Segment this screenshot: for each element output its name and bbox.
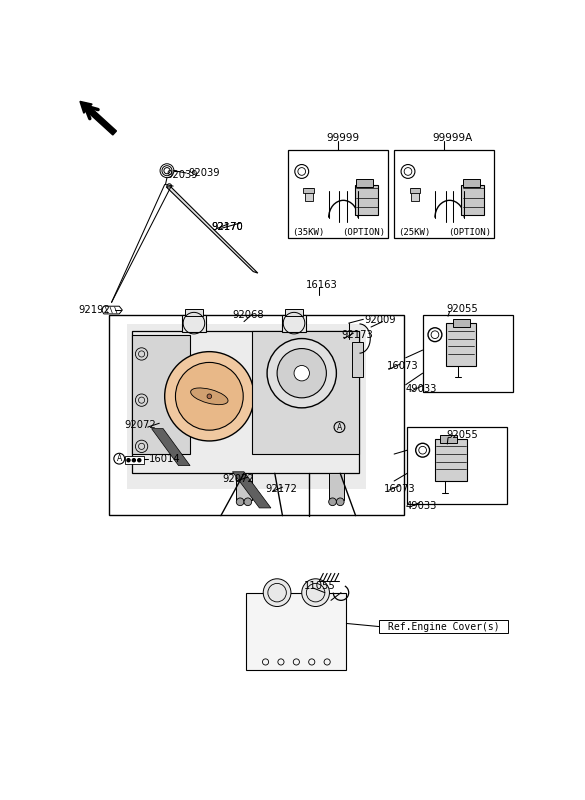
Polygon shape — [166, 187, 258, 273]
Text: Ref.Engine Cover(s): Ref.Engine Cover(s) — [388, 622, 499, 631]
Bar — [127, 324, 366, 490]
Bar — [246, 593, 346, 670]
Text: 49033: 49033 — [405, 384, 437, 394]
Text: 92072: 92072 — [222, 474, 254, 485]
Circle shape — [137, 458, 141, 462]
Bar — [185, 309, 203, 316]
Bar — [441, 435, 457, 442]
Text: 92072: 92072 — [125, 420, 156, 430]
Circle shape — [244, 498, 252, 506]
Text: 92009: 92009 — [364, 315, 395, 325]
Text: 11055: 11055 — [304, 581, 336, 590]
Text: 16073: 16073 — [387, 362, 418, 371]
Bar — [132, 334, 190, 454]
Bar — [285, 309, 303, 316]
Bar — [394, 150, 494, 238]
Circle shape — [336, 498, 344, 506]
Bar — [352, 342, 363, 377]
Bar — [461, 186, 484, 214]
Bar — [422, 314, 514, 392]
Text: 16163: 16163 — [305, 280, 338, 290]
Bar — [453, 319, 470, 327]
Bar — [282, 314, 307, 332]
Text: 16073: 16073 — [384, 484, 416, 494]
Circle shape — [277, 349, 326, 398]
FancyArrow shape — [80, 102, 116, 135]
Bar — [407, 427, 507, 504]
Polygon shape — [232, 472, 271, 508]
Bar — [329, 474, 344, 500]
Text: (OPTION): (OPTION) — [448, 228, 491, 237]
Bar — [303, 188, 314, 193]
Bar — [125, 456, 144, 464]
Circle shape — [267, 338, 336, 408]
Text: A: A — [116, 454, 122, 463]
Text: 16014: 16014 — [149, 454, 181, 465]
Text: 92170: 92170 — [212, 222, 243, 232]
Text: 92039: 92039 — [188, 168, 220, 178]
Polygon shape — [132, 331, 360, 474]
Bar — [410, 188, 420, 193]
Polygon shape — [152, 429, 190, 466]
Bar — [446, 323, 476, 366]
Circle shape — [165, 352, 254, 441]
Text: (OPTION): (OPTION) — [342, 228, 385, 237]
Text: 92170: 92170 — [212, 222, 243, 232]
Bar — [411, 188, 419, 202]
Circle shape — [263, 578, 291, 606]
Bar — [181, 314, 207, 332]
Bar — [435, 438, 467, 481]
Text: 99999: 99999 — [326, 133, 360, 142]
Text: 92173: 92173 — [342, 330, 374, 341]
Bar — [288, 150, 388, 238]
Circle shape — [132, 458, 135, 462]
Bar — [463, 179, 480, 187]
Text: 92192: 92192 — [78, 305, 111, 315]
Text: 99999A: 99999A — [433, 133, 473, 142]
Circle shape — [127, 458, 130, 462]
Bar — [356, 179, 373, 187]
Text: (25KW): (25KW) — [398, 228, 430, 237]
Text: 49033: 49033 — [405, 502, 437, 511]
Circle shape — [329, 498, 336, 506]
Circle shape — [302, 578, 329, 606]
Circle shape — [207, 394, 212, 398]
Bar — [109, 314, 404, 515]
Bar — [355, 186, 378, 214]
Text: 92055: 92055 — [446, 430, 479, 440]
Text: A: A — [337, 422, 342, 432]
Circle shape — [294, 366, 309, 381]
Text: 92172: 92172 — [266, 484, 297, 494]
Text: 92055: 92055 — [446, 303, 479, 314]
Bar — [252, 331, 360, 454]
Circle shape — [236, 498, 244, 506]
Text: 92068: 92068 — [232, 310, 264, 321]
Text: 92039: 92039 — [166, 170, 198, 179]
Bar — [305, 188, 312, 202]
Text: (35KW): (35KW) — [292, 228, 324, 237]
Bar — [236, 474, 252, 500]
Polygon shape — [102, 306, 122, 314]
Ellipse shape — [191, 388, 228, 405]
Bar — [378, 619, 508, 634]
Circle shape — [176, 362, 243, 430]
